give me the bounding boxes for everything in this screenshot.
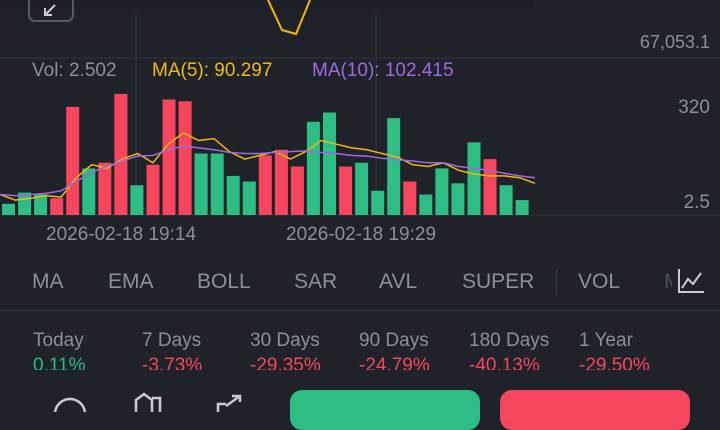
bookmark-icon[interactable]: [132, 392, 168, 412]
tab-ema[interactable]: EMA: [108, 270, 154, 293]
tab-vol[interactable]: VOL: [578, 270, 621, 293]
perf-label-today: Today: [33, 330, 84, 351]
price-line-label: 67,053.1: [639, 32, 710, 52]
volume-bar: [258, 155, 272, 215]
share-icon[interactable]: [212, 392, 248, 412]
perf-label-180d: 180 Days: [469, 330, 550, 351]
volume-chart: [0, 0, 720, 216]
ma10-label: MA(10): 102.415: [312, 60, 454, 81]
price-chart-panel: [0, 0, 535, 10]
volume-bar: [274, 149, 288, 215]
volume-bar: [451, 183, 465, 215]
tab-super[interactable]: SUPER: [462, 270, 535, 293]
volume-bar: [226, 175, 240, 215]
volume-bar: [339, 166, 353, 215]
ma10-line: [0, 145, 536, 197]
ma5-label: MA(5): 90.297: [152, 60, 273, 81]
volume-bar: [306, 121, 320, 215]
tab-more[interactable]: M: [664, 270, 672, 294]
volume-bar: [146, 164, 160, 215]
volume-bar: [2, 203, 15, 215]
sell-button[interactable]: [500, 390, 690, 430]
volume-bar: [387, 118, 401, 215]
volume-bar: [242, 181, 256, 215]
tab-sar[interactable]: SAR: [294, 270, 338, 293]
perf-label-90d: 90 Days: [359, 330, 429, 351]
perf-label-30d: 30 Days: [250, 330, 320, 351]
volume-bar: [371, 190, 385, 215]
volume-bars: [2, 93, 529, 215]
volume-bar: [66, 106, 80, 215]
volume-bar: [114, 93, 128, 215]
x-tick-label: 2026-02-18 19:29: [286, 224, 437, 245]
y-tick-label: 2.5: [683, 192, 710, 213]
volume-bar: [130, 185, 144, 215]
volume-bar: [210, 153, 224, 215]
volume-bar: [403, 181, 417, 215]
buy-button[interactable]: [290, 390, 480, 430]
vol-label: Vol: 2.502: [32, 60, 117, 81]
tab-ma[interactable]: MA: [32, 270, 64, 293]
tab-boll[interactable]: BOLL: [197, 270, 251, 293]
volume-bar: [435, 168, 449, 215]
tabs-divider: [556, 269, 557, 295]
arrow-down-left-icon: [44, 4, 56, 16]
collapse-chart-button[interactable]: [28, 0, 74, 22]
volume-bar: [323, 112, 336, 215]
volume-bar: [34, 194, 48, 215]
volume-bar: [50, 198, 64, 215]
volume-bar: [499, 185, 513, 215]
y-tick-label: 320: [678, 97, 710, 118]
volume-bar: [82, 168, 96, 215]
volume-bar: [98, 162, 112, 215]
volume-bar: [515, 200, 529, 215]
info-icon[interactable]: [52, 392, 88, 412]
volume-bar: [467, 142, 481, 215]
volume-bar: [419, 194, 433, 215]
volume-bar: [483, 159, 497, 215]
volume-bar: [178, 101, 192, 215]
price-line: [267, 0, 311, 36]
indicator-tabs: MA EMA BOLL SAR AVL SUPER VOL M: [0, 255, 720, 311]
tab-avl[interactable]: AVL: [379, 270, 418, 293]
chart-settings-icon[interactable]: [676, 267, 706, 295]
x-tick-label: 2026-02-18 19:14: [46, 224, 197, 245]
volume-bar: [194, 153, 208, 215]
volume-bar: [162, 99, 176, 215]
volume-bar: [355, 162, 369, 215]
volume-bar: [290, 166, 304, 215]
perf-label-1y: 1 Year: [579, 330, 633, 351]
perf-label-7d: 7 Days: [142, 330, 202, 351]
